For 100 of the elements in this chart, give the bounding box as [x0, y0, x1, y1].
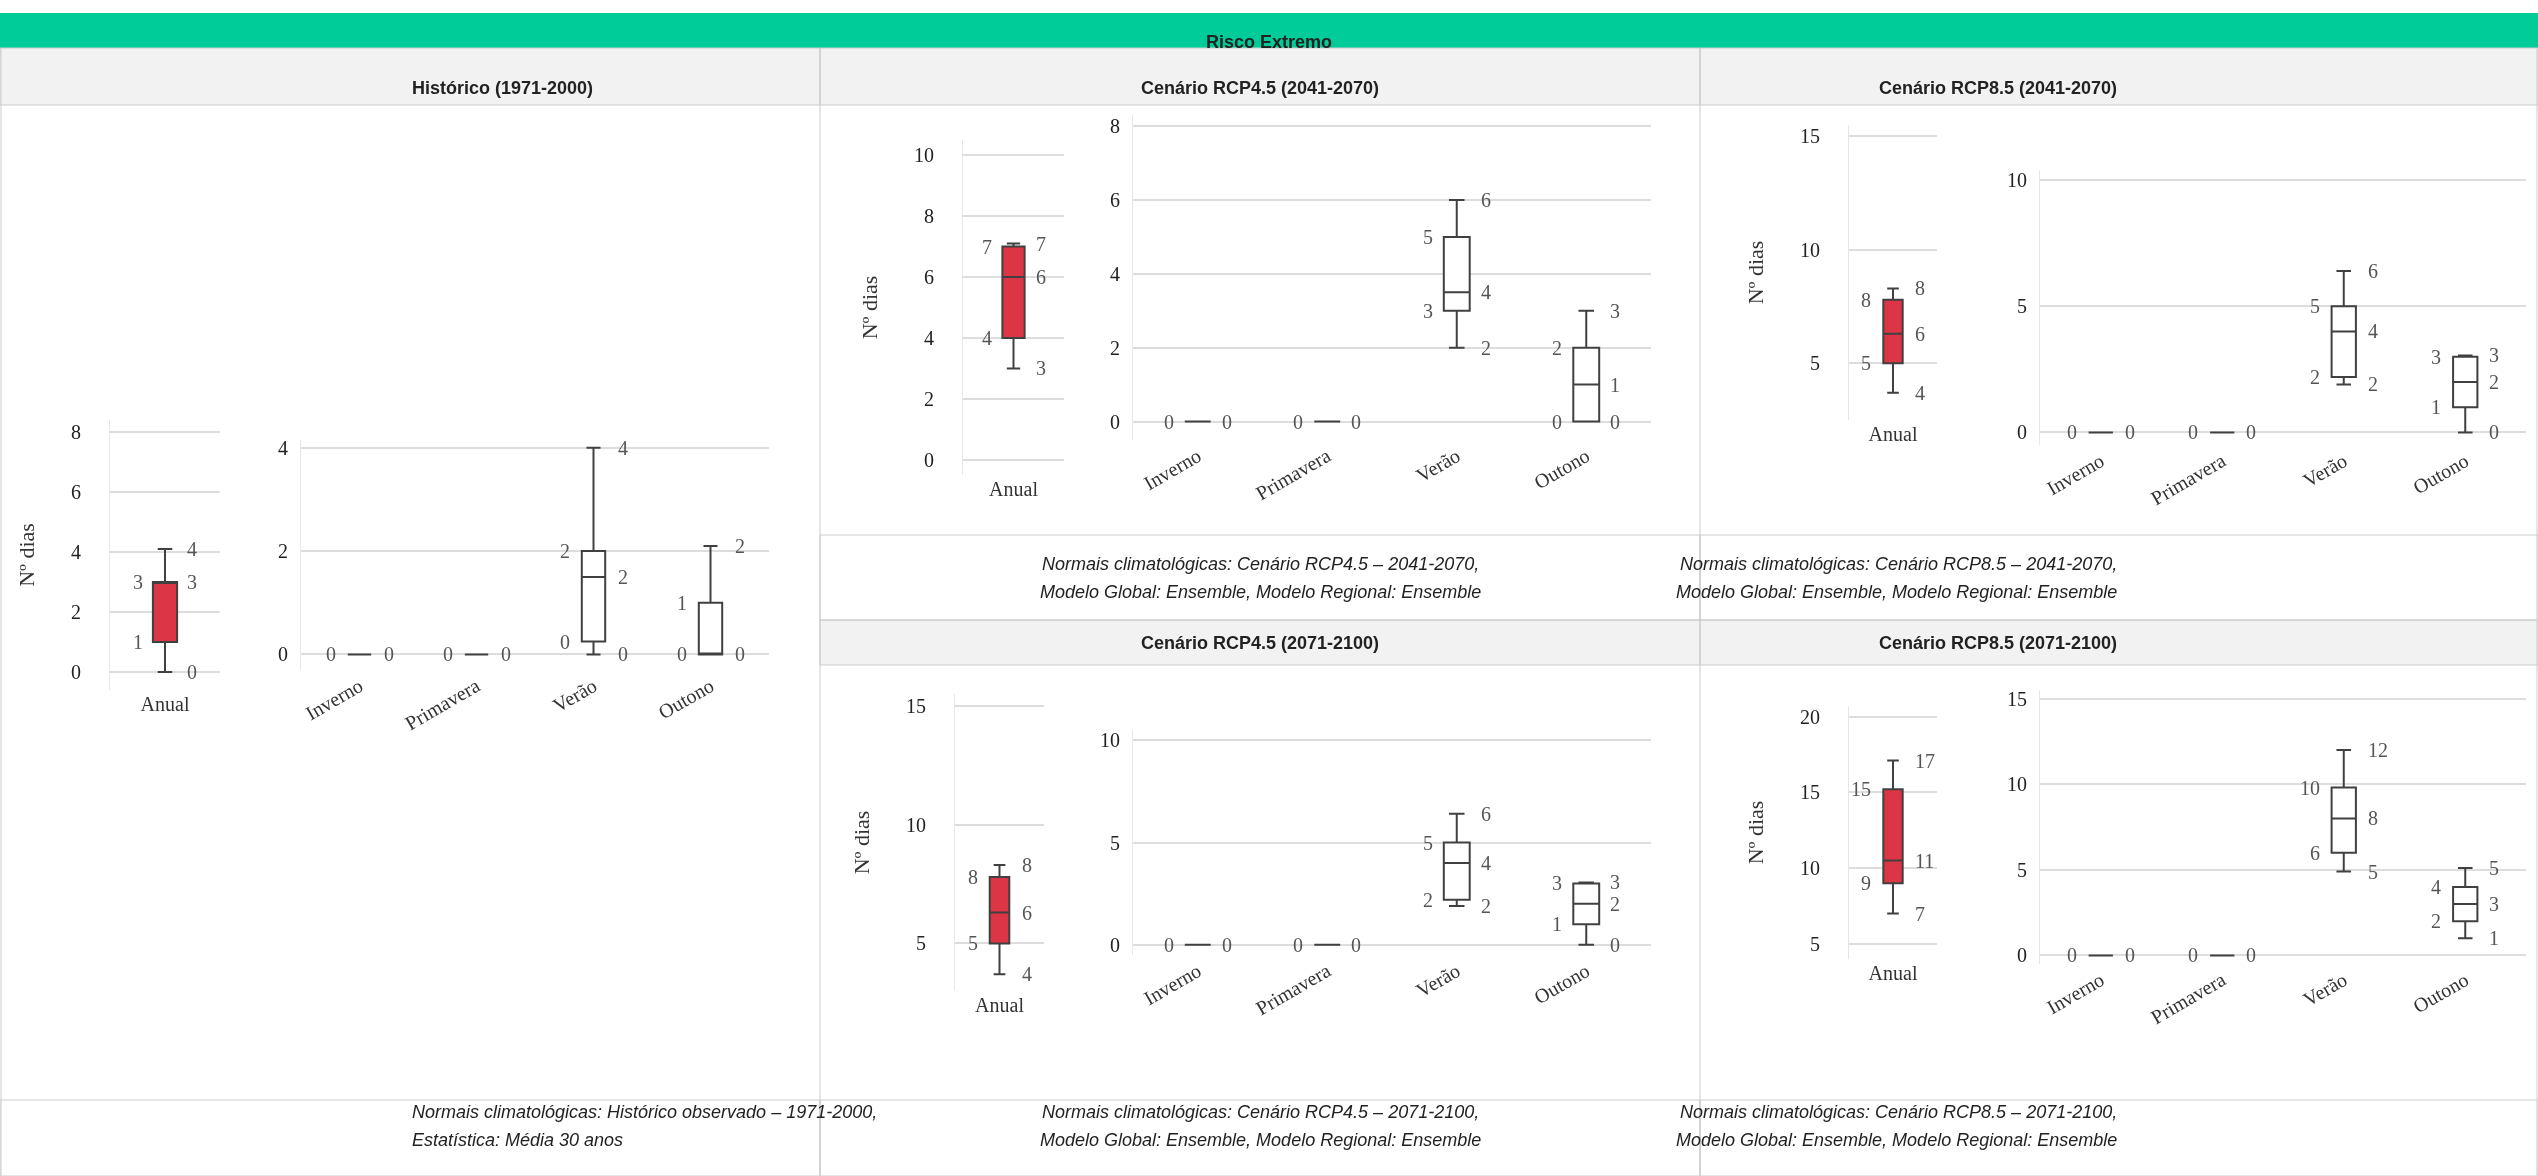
- text: Normais climatológicas: Cenário RCP8.5 – 2041-2070,: [1680, 554, 2118, 574]
- text: 0: [618, 643, 628, 665]
- text: 5: [1861, 352, 1871, 374]
- text: 8: [968, 866, 978, 888]
- x-tick-label: Verão: [1412, 444, 1464, 487]
- y-tick-label: 8: [924, 205, 934, 228]
- text: 3: [133, 571, 143, 593]
- text: 0: [1351, 934, 1361, 956]
- text: 0: [2125, 421, 2135, 443]
- chart-title: Risco Extremo: [1206, 32, 1333, 52]
- y-tick-label: 2: [1110, 336, 1120, 359]
- text: Normais climatológicas: Cenário RCP8.5 – 2071-2100,: [1680, 1102, 2118, 1122]
- text: Modelo Global: Ensemble, Modelo Regional: Ensemble: [1676, 582, 2118, 602]
- text: 8: [2368, 807, 2378, 829]
- text: 2: [1423, 889, 1433, 911]
- y-axis-title: Nº dias: [1742, 240, 1768, 305]
- text: 0: [677, 643, 687, 665]
- text: 17: [1915, 750, 1935, 772]
- text: 6: [1036, 266, 1046, 288]
- text: 0: [2489, 421, 2499, 443]
- text: Normais climatológicas: Cenário RCP4.5 – 2071-2100,: [1042, 1102, 1480, 1122]
- text: 2: [2489, 371, 2499, 393]
- text: 3: [1036, 357, 1046, 379]
- text: 5: [2310, 295, 2320, 317]
- text: 2: [1481, 337, 1491, 359]
- y-tick-label: 4: [924, 326, 934, 349]
- y-tick-label: 4: [278, 436, 288, 459]
- chart-subtitle: Cenário RCP4.5 (2071-2100): [1141, 633, 1380, 653]
- x-tick-label: Anual: [989, 478, 1039, 500]
- y-tick-label: 10: [914, 144, 934, 167]
- text: Modelo Global: Ensemble, Modelo Regional: Ensemble: [1040, 582, 1482, 602]
- text: 0: [2246, 421, 2256, 443]
- text: 0: [1351, 411, 1361, 433]
- text: 0: [1164, 411, 1174, 433]
- text: 6: [2310, 842, 2320, 864]
- x-tick-label: Anual: [975, 994, 1025, 1016]
- text: 5: [2368, 861, 2378, 883]
- text: 4: [1481, 281, 1491, 303]
- text: 0: [443, 643, 453, 665]
- y-tick-label: 0: [71, 661, 81, 683]
- text: 0: [2246, 944, 2256, 966]
- y-tick-label: 6: [1110, 188, 1120, 211]
- y-tick-label: 2: [924, 387, 934, 410]
- y-tick-label: 10: [1100, 729, 1120, 752]
- text: 3: [2489, 893, 2499, 915]
- y-tick-label: 8: [71, 421, 81, 443]
- text: 4: [187, 538, 197, 560]
- text: 1: [1610, 374, 1620, 396]
- text: 3: [1423, 300, 1433, 322]
- y-tick-label: 4: [71, 541, 81, 563]
- text: 4: [2431, 876, 2441, 898]
- text: 12: [2368, 739, 2388, 761]
- text: 1: [1552, 913, 1562, 935]
- text: 3: [1610, 871, 1620, 893]
- text: 2: [2431, 910, 2441, 932]
- y-tick-label: 15: [906, 694, 926, 717]
- text: 0: [1610, 934, 1620, 956]
- chart-subtitle: Cenário RCP8.5 (2041-2070): [1879, 78, 2118, 98]
- text: 2: [2310, 366, 2320, 388]
- y-tick-label: 15: [1800, 125, 1820, 148]
- y-tick-label: 5: [1110, 831, 1120, 854]
- y-tick-label: 10: [2007, 773, 2027, 796]
- y-axis-title: Nº dias: [848, 810, 874, 875]
- x-tick-label: Anual: [140, 693, 190, 715]
- x-tick-label: Verão: [1412, 959, 1464, 1002]
- y-axis-title: Nº dias: [13, 523, 39, 587]
- text: 0: [2067, 944, 2077, 966]
- chart-subtitle: Cenário RCP4.5 (2041-2070): [1141, 78, 1380, 98]
- text: 8: [1022, 854, 1032, 876]
- text: 0: [2188, 944, 2198, 966]
- text: 0: [501, 643, 511, 665]
- text: 0: [2125, 944, 2135, 966]
- text: 2: [735, 535, 745, 557]
- text: 2: [560, 540, 570, 562]
- text: Modelo Global: Ensemble, Modelo Regional: Ensemble: [1676, 1130, 2118, 1150]
- x-tick-label: Verão: [2299, 449, 2351, 492]
- text: 1: [2431, 396, 2441, 418]
- y-axis-title: Nº dias: [1742, 800, 1768, 865]
- text: 8: [1861, 289, 1871, 311]
- y-tick-label: 10: [1800, 238, 1820, 261]
- y-tick-label: 8: [1110, 115, 1120, 138]
- text: 6: [1481, 803, 1491, 825]
- text: 0: [1293, 411, 1303, 433]
- chart-subtitle: Histórico (1971-2000): [412, 78, 594, 98]
- text: 2: [1552, 337, 1562, 359]
- x-tick-label: Anual: [1868, 962, 1918, 984]
- text: 3: [1610, 300, 1620, 322]
- y-tick-label: 0: [2017, 944, 2027, 967]
- text: 1: [677, 592, 687, 614]
- text: 0: [1610, 411, 1620, 433]
- text: 1: [2489, 927, 2499, 949]
- text: Normais climatológicas: Cenário RCP4.5 – 2041-2070,: [1042, 554, 1480, 574]
- text: 0: [1552, 411, 1562, 433]
- y-tick-label: 10: [906, 813, 926, 836]
- text: 7: [1915, 903, 1925, 925]
- y-tick-label: 6: [924, 266, 934, 289]
- y-tick-label: 5: [2017, 295, 2027, 318]
- y-tick-label: 0: [1110, 933, 1120, 956]
- text: 4: [1022, 963, 1032, 985]
- text: 0: [1222, 411, 1232, 433]
